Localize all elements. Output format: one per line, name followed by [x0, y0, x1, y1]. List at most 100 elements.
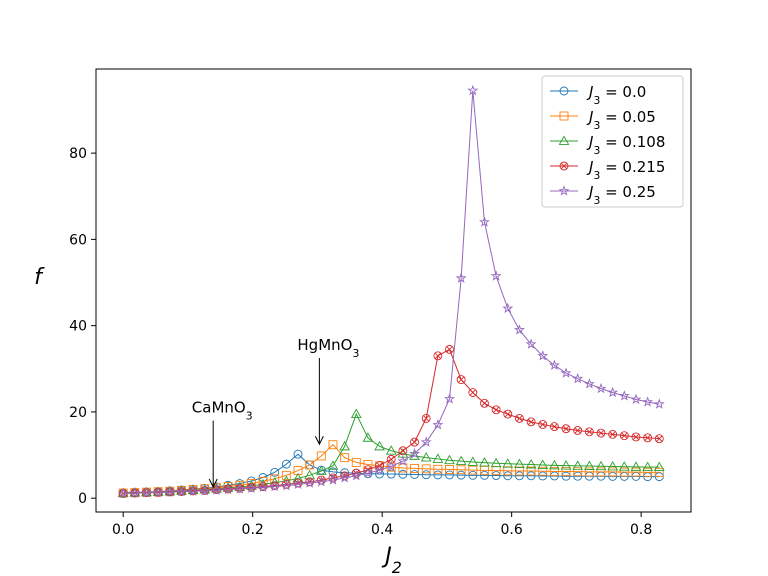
- legend-label-part: 3: [593, 144, 600, 157]
- data-point: [374, 440, 385, 451]
- legend-label-part: = 0.05: [600, 108, 656, 126]
- data-point: [328, 440, 338, 450]
- data-point: [117, 487, 129, 499]
- data-point: [490, 457, 502, 468]
- data-point-ring: [619, 431, 629, 441]
- data-point: [444, 393, 455, 404]
- data-point: [561, 467, 571, 476]
- y-tick-label: 60: [69, 232, 87, 248]
- data-point: [280, 479, 292, 491]
- plot-frame: [95, 68, 692, 513]
- annotation-label-part: 3: [352, 347, 359, 360]
- data-point: [653, 398, 665, 409]
- data-point: [234, 483, 246, 494]
- data-point: [654, 467, 664, 477]
- data-point: [561, 424, 571, 434]
- data-point: [222, 483, 234, 495]
- data-point-ring: [549, 422, 559, 432]
- data-point: [433, 470, 443, 480]
- data-point-ring: [561, 424, 571, 434]
- data-point-cross: [516, 415, 523, 422]
- data-point: [479, 216, 490, 227]
- legend-label-part: J: [586, 108, 593, 126]
- data-point-cross: [597, 429, 605, 437]
- annotation-label-part: 3: [246, 409, 253, 422]
- legend-label-part: = 0.215: [600, 158, 665, 176]
- legend-label-part: 3: [593, 169, 600, 182]
- legend-label-part: 3: [593, 94, 600, 107]
- data-point: [619, 467, 629, 477]
- data-point: [572, 460, 584, 470]
- data-point: [559, 161, 569, 171]
- data-point: [491, 405, 501, 415]
- data-point-cross: [481, 400, 488, 407]
- x-tick-label: 0.0: [112, 522, 134, 538]
- data-point: [514, 413, 524, 423]
- data-point: [596, 428, 606, 438]
- data-point: [305, 460, 315, 470]
- data-point-ring: [363, 465, 373, 475]
- data-point: [595, 382, 607, 394]
- data-point-cross: [493, 406, 500, 413]
- data-point: [468, 470, 478, 480]
- data-point-ring: [643, 433, 653, 443]
- x-tick-label: 0.2: [242, 522, 264, 538]
- data-point: [351, 457, 361, 467]
- series-layer: [117, 84, 665, 499]
- data-point: [187, 485, 199, 496]
- data-point: [549, 459, 560, 470]
- data-point: [653, 461, 665, 472]
- data-point: [421, 464, 431, 474]
- data-point-cross: [539, 421, 546, 428]
- data-point-cross: [434, 352, 441, 359]
- data-point: [386, 454, 396, 464]
- legend-label: J3 = 0.108: [586, 133, 665, 157]
- data-point: [491, 471, 501, 481]
- x-tick-label: 0.6: [501, 522, 523, 538]
- data-point-ring: [514, 413, 524, 423]
- x-tick-label: 0.4: [371, 522, 393, 538]
- data-point-ring: [491, 405, 501, 415]
- data-point: [339, 472, 351, 483]
- data-point: [245, 482, 257, 493]
- data-point-cross: [504, 410, 511, 418]
- data-point: [561, 471, 571, 481]
- data-point: [559, 111, 569, 121]
- data-point: [350, 408, 362, 418]
- data-point: [514, 466, 524, 476]
- data-point: [362, 432, 374, 442]
- data-point-cross: [644, 434, 651, 441]
- data-point: [467, 456, 479, 466]
- data-point-cross: [423, 415, 430, 422]
- data-point-ring: [421, 413, 431, 423]
- data-point: [560, 460, 572, 470]
- data-point: [327, 474, 339, 485]
- data-point-ring: [573, 426, 583, 435]
- data-point: [316, 451, 326, 461]
- data-point: [654, 434, 664, 444]
- legend-label-part: 3: [593, 194, 600, 207]
- data-point-cross: [446, 346, 453, 353]
- data-point: [398, 446, 408, 456]
- annotation-arrow-head: [208, 478, 218, 489]
- legend-label-part: J: [586, 83, 593, 101]
- data-point: [164, 486, 176, 497]
- annotation-CaMnO3: CaMnO3: [192, 399, 253, 489]
- data-point: [643, 467, 653, 477]
- data-point: [257, 481, 269, 493]
- legend-label-part: = 0.0: [600, 83, 646, 101]
- data-point: [525, 338, 537, 349]
- y-tick-label: 0: [78, 491, 87, 507]
- data-point-cross: [609, 431, 616, 438]
- x-axis-label-part: 2: [392, 558, 402, 576]
- data-point: [537, 350, 549, 361]
- data-point: [385, 445, 397, 455]
- data-point: [445, 344, 454, 354]
- x-tick-label: 0.8: [630, 522, 652, 538]
- data-point: [293, 449, 303, 459]
- data-point: [584, 467, 594, 477]
- data-point: [643, 433, 653, 443]
- data-point: [502, 302, 514, 314]
- y-tick-label: 20: [69, 405, 87, 421]
